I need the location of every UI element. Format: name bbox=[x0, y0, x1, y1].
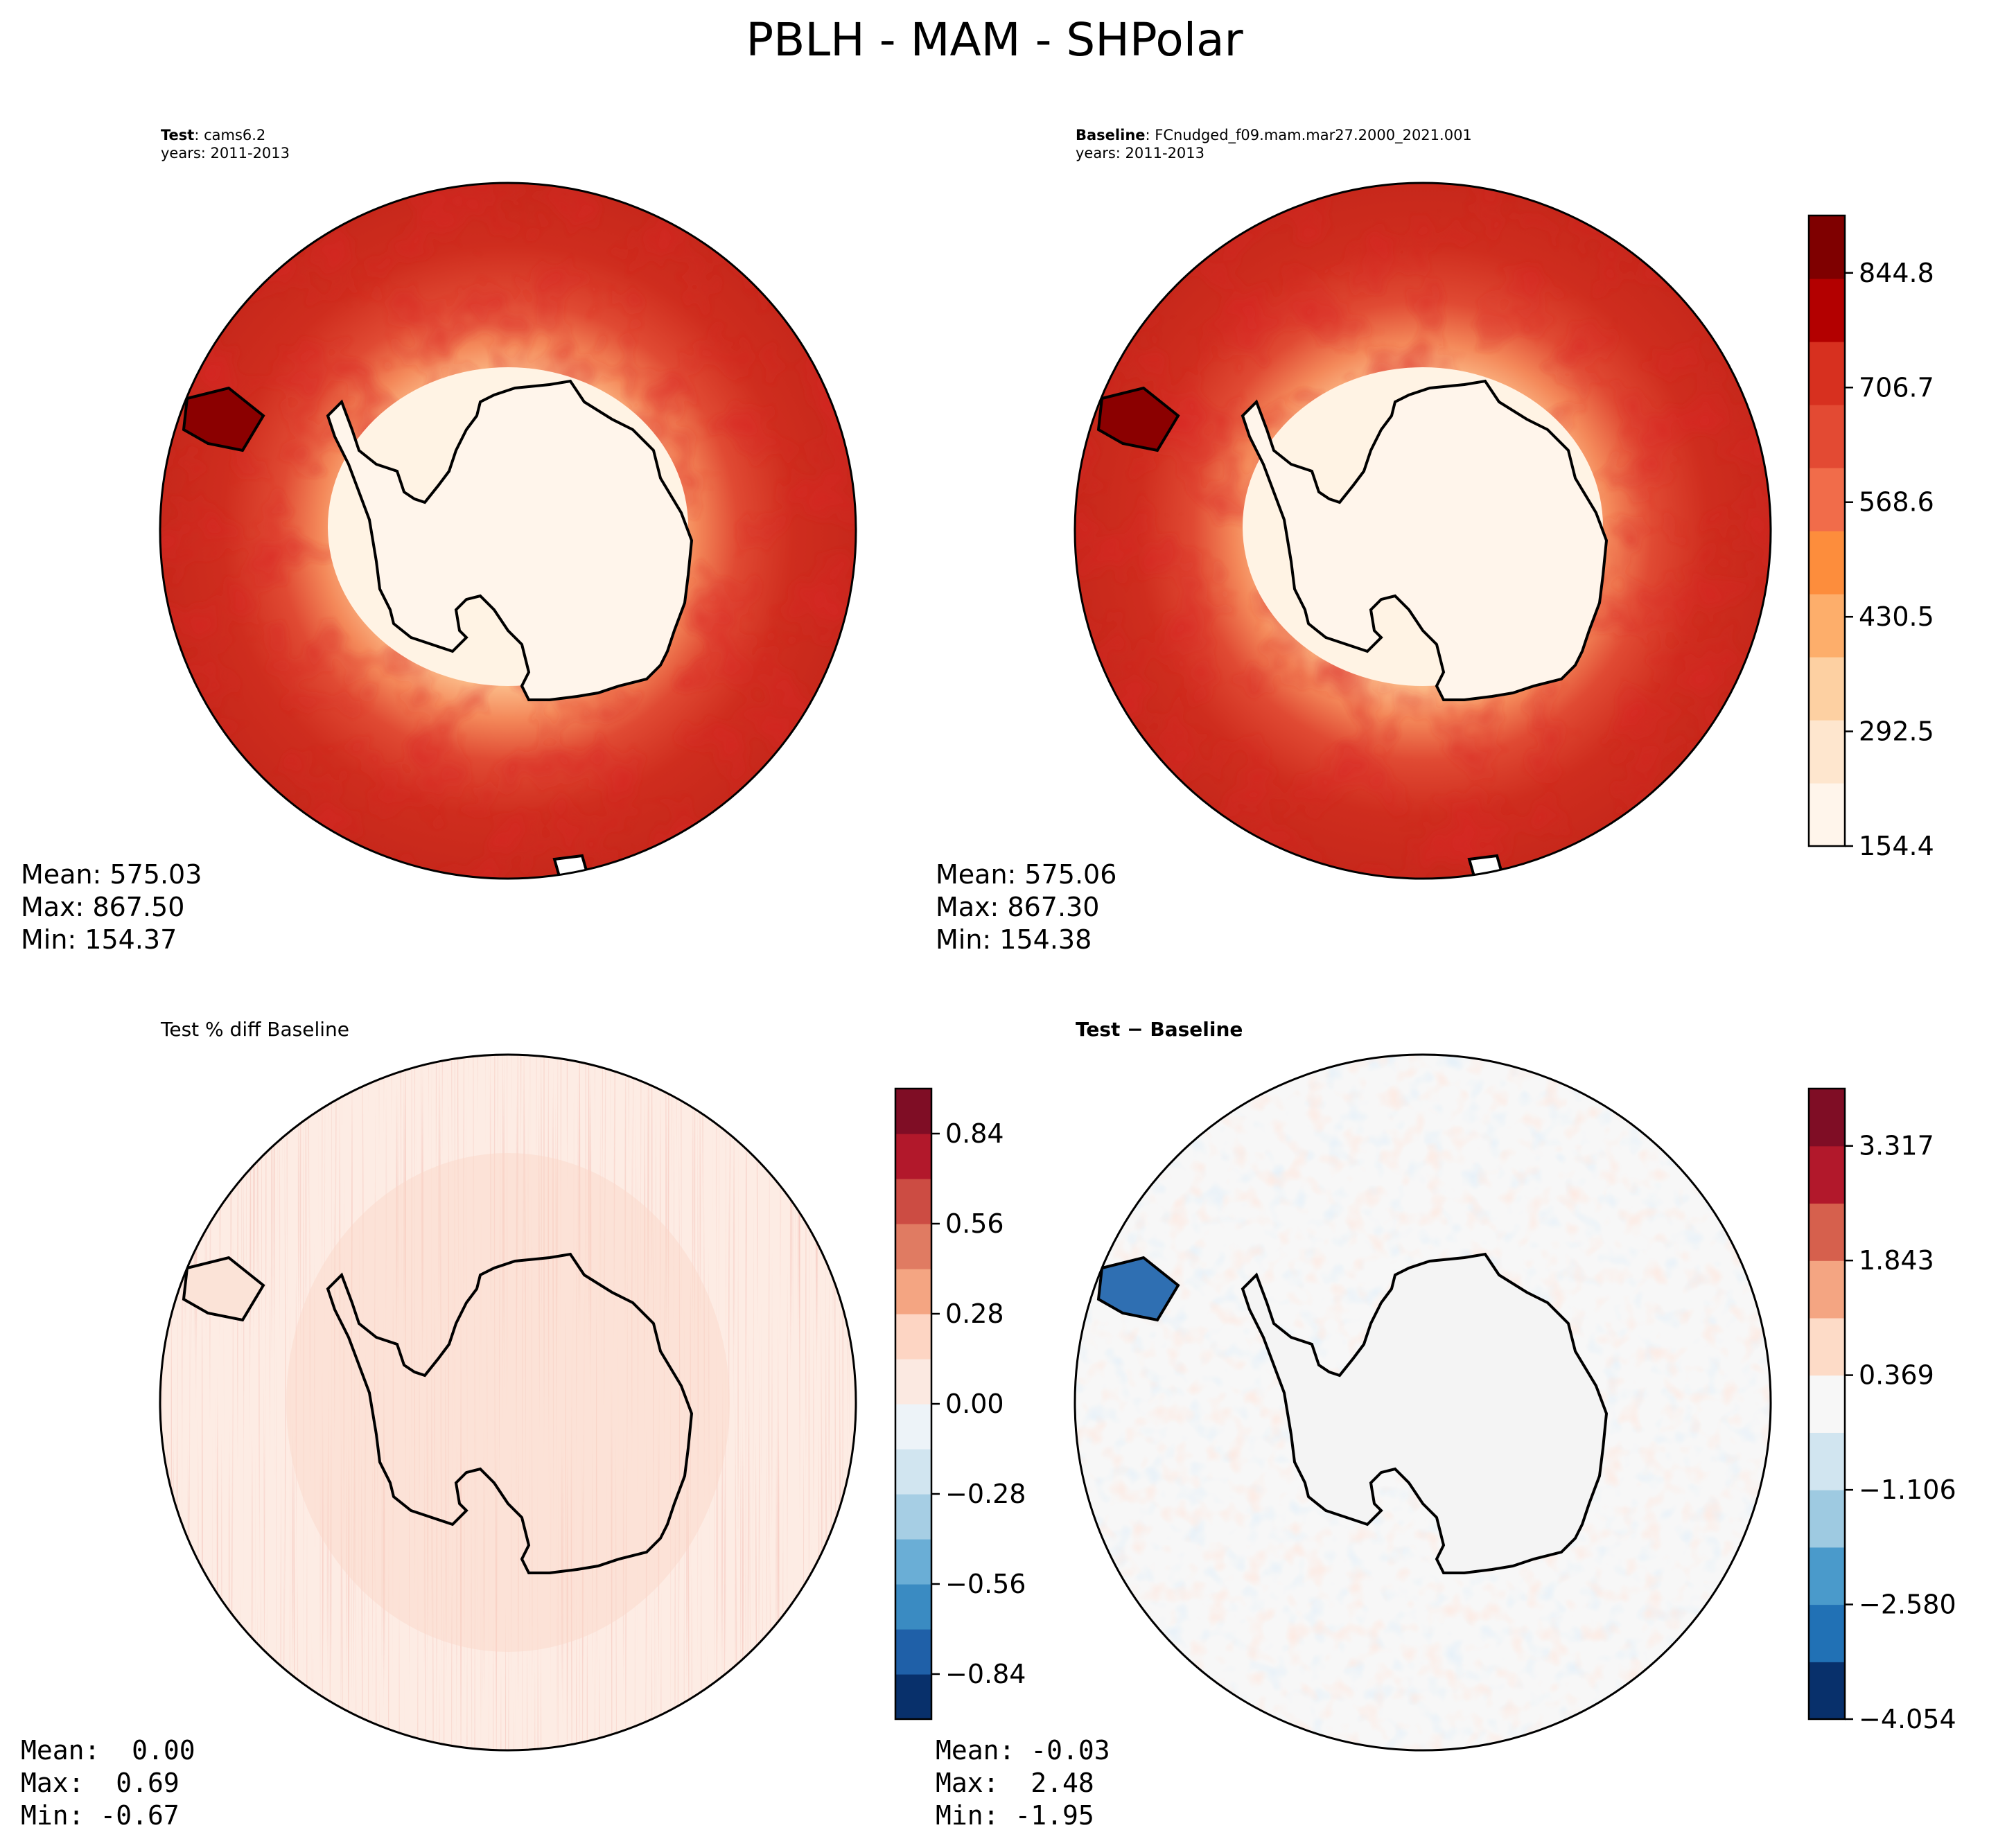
figure-title: PBLH - MAM - SHPolar bbox=[746, 13, 1243, 67]
colorbar-segment bbox=[1809, 1490, 1845, 1548]
colorbar-segment bbox=[1809, 1375, 1845, 1433]
panel-diff-mean: Mean: -0.03 bbox=[936, 1735, 1110, 1766]
colorbar-segment bbox=[895, 1359, 931, 1405]
panel-test-max: Max: 867.50 bbox=[21, 892, 184, 922]
panel-test-label: : cams6.2 bbox=[194, 127, 265, 143]
colorbar-tick-label: 0.28 bbox=[945, 1299, 1004, 1329]
panel-test: Test: cams6.2 years: 2011-2013 Mean: 575… bbox=[21, 127, 857, 955]
panel-test-boundary bbox=[159, 182, 857, 880]
panel-diff-map bbox=[1075, 1055, 1771, 1750]
panel-baseline-min: Min: 154.38 bbox=[936, 924, 1092, 955]
colorbar-segment bbox=[895, 1269, 931, 1314]
colorbar-tick-label: 0.56 bbox=[945, 1208, 1004, 1239]
panel-baseline: Baseline: FCnudged_f09.mam.mar27.2000_20… bbox=[936, 127, 1934, 955]
colorbar-segment bbox=[1809, 720, 1845, 784]
colorbar-segment bbox=[895, 1314, 931, 1359]
colorbar-segment bbox=[895, 1134, 931, 1179]
colorbar-tick-label: 430.5 bbox=[1859, 601, 1934, 632]
colorbar-tick-label: −4.054 bbox=[1859, 1704, 1956, 1734]
panel-pctdiff: Test % diff Baseline Mean: 0.00 Max: 0.6… bbox=[21, 1018, 1026, 1831]
panel-pctdiff-max: Max: 0.69 bbox=[21, 1768, 179, 1798]
panel-baseline-years: years: 2011-2013 bbox=[1076, 145, 1204, 161]
panel-pctdiff-stats: Mean: 0.00 Max: 0.69 Min: -0.67 bbox=[21, 1735, 195, 1831]
colorbar-segment bbox=[1809, 405, 1845, 468]
colorbar-tick-label: 154.4 bbox=[1859, 831, 1934, 861]
colorbar-tick-label: 706.7 bbox=[1859, 372, 1934, 403]
colorbar-tick-label: 0.00 bbox=[945, 1389, 1004, 1419]
panel-baseline-mean: Mean: 575.06 bbox=[936, 859, 1116, 890]
panel-diff-title: Test − Baseline bbox=[1076, 1018, 1243, 1041]
panel-test-map bbox=[160, 183, 856, 879]
colorbar-segment bbox=[1809, 783, 1845, 847]
colorbar-tick-label: −2.580 bbox=[1859, 1590, 1956, 1620]
panel-test-stats: Mean: 575.03 Max: 867.50 Min: 154.37 bbox=[21, 859, 202, 955]
panel-diff-stats: Mean: -0.03 Max: 2.48 Min: -1.95 bbox=[936, 1735, 1110, 1831]
panel-diff-min: Min: -1.95 bbox=[936, 1800, 1094, 1831]
colorbar-segment bbox=[1809, 468, 1845, 531]
panel-pctdiff-mean: Mean: 0.00 bbox=[21, 1735, 195, 1766]
panel-diff-max: Max: 2.48 bbox=[936, 1768, 1094, 1798]
panel-test-min: Min: 154.37 bbox=[21, 924, 177, 955]
panel-baseline-boundary bbox=[1074, 182, 1772, 880]
colorbar-segment bbox=[895, 1539, 931, 1585]
colorbar-segment bbox=[1809, 531, 1845, 595]
colorbar-tick-label: −0.28 bbox=[945, 1479, 1026, 1509]
colorbar-segment bbox=[1809, 1317, 1845, 1376]
colorbar-segment bbox=[1809, 1260, 1845, 1319]
panel-test-years: years: 2011-2013 bbox=[161, 145, 290, 161]
colorbar-segment bbox=[1809, 1432, 1845, 1490]
colorbar-segment bbox=[895, 1674, 931, 1720]
colorbar-segment bbox=[1809, 1662, 1845, 1720]
colorbar-segment bbox=[1809, 1547, 1845, 1605]
colorbar-segment bbox=[895, 1629, 931, 1675]
panel-baseline-map bbox=[1075, 183, 1771, 879]
colorbar-tick-label: 1.843 bbox=[1859, 1245, 1934, 1276]
colorbar-segment bbox=[895, 1584, 931, 1630]
colorbar-tick-label: 0.84 bbox=[945, 1118, 1004, 1149]
panel-baseline-stats: Mean: 575.06 Max: 867.30 Min: 154.38 bbox=[936, 859, 1116, 955]
colorbar-segment bbox=[895, 1449, 931, 1495]
panel-baseline-label-bold: Baseline bbox=[1076, 127, 1146, 143]
panel-baseline-max: Max: 867.30 bbox=[936, 892, 1099, 922]
colorbar-baseline: 844.8 706.7 568.6 430.5 292.5 154.4 bbox=[1807, 214, 1934, 861]
panel-pctdiff-boundary bbox=[159, 1053, 857, 1752]
panel-test-label-bold: Test bbox=[161, 127, 194, 143]
panel-diff-boundary bbox=[1074, 1053, 1772, 1752]
colorbar-segment bbox=[1809, 1604, 1845, 1662]
colorbar-tick-label: 568.6 bbox=[1859, 487, 1934, 518]
panel-test-mean: Mean: 575.03 bbox=[21, 859, 202, 890]
colorbar-segment bbox=[895, 1089, 931, 1134]
colorbar-segment bbox=[1809, 1089, 1845, 1147]
panel-pctdiff-title: Test % diff Baseline bbox=[160, 1018, 349, 1041]
colorbar-segment bbox=[895, 1494, 931, 1540]
colorbar-frame bbox=[1807, 214, 1846, 847]
colorbar-tick-label: −0.56 bbox=[945, 1569, 1026, 1599]
panel-pctdiff-map bbox=[160, 1055, 856, 1750]
colorbar-tick-label: 292.5 bbox=[1859, 716, 1934, 747]
svg-text:Test: cams6.2: Test: cams6.2 bbox=[161, 127, 265, 143]
colorbar-segment bbox=[895, 1224, 931, 1269]
colorbar-segment bbox=[1809, 215, 1845, 279]
colorbar-segment bbox=[895, 1179, 931, 1224]
colorbar-tick-label: 0.369 bbox=[1859, 1360, 1934, 1391]
colorbar-tick-label: −1.106 bbox=[1859, 1475, 1956, 1505]
panel-baseline-label: : FCnudged_f09.mam.mar27.2000_2021.001 bbox=[1146, 127, 1472, 144]
colorbar-frame bbox=[1807, 1087, 1846, 1721]
colorbar-segment bbox=[1809, 1203, 1845, 1261]
panel-diff: Test − Baseline Mean: -0.03 Max: 2.48 Mi… bbox=[936, 1018, 1956, 1831]
colorbar-segment bbox=[895, 1404, 931, 1450]
svg-text:Baseline: FCnudged_f09.mam.mar: Baseline: FCnudged_f09.mam.mar27.2000_20… bbox=[1076, 127, 1472, 144]
colorbar-segment bbox=[1809, 342, 1845, 405]
colorbar-pctdiff: 0.84 0.56 0.28 0.00 −0.28 −0.56 −0.84 bbox=[894, 1087, 1026, 1721]
colorbar-segment bbox=[1809, 594, 1845, 658]
colorbar-tick-label: 3.317 bbox=[1859, 1131, 1934, 1161]
colorbar-segment bbox=[1809, 1145, 1845, 1204]
panel-pctdiff-min: Min: -0.67 bbox=[21, 1800, 179, 1831]
colorbar-tick-label: −0.84 bbox=[945, 1659, 1026, 1689]
colorbar-segment bbox=[1809, 279, 1845, 342]
colorbar-segment bbox=[1809, 657, 1845, 721]
colorbar-diff: 3.317 1.843 0.369 −1.106 −2.580 −4.054 bbox=[1807, 1087, 1956, 1734]
colorbar-tick-label: 844.8 bbox=[1859, 258, 1934, 288]
